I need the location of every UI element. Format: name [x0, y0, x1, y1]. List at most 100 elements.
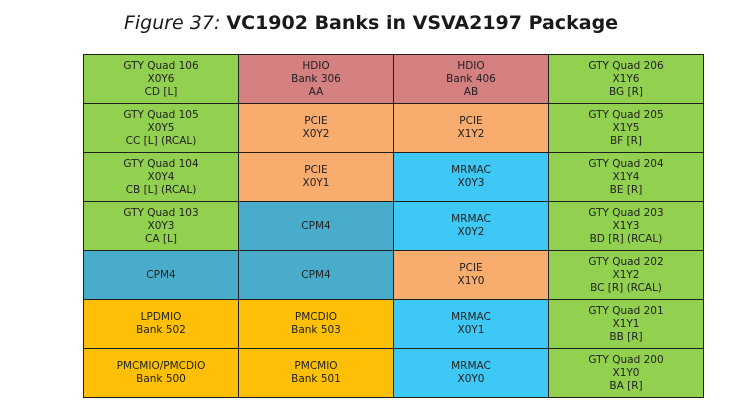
bank-cell-text: GTY Quad 202 [588, 255, 664, 268]
bank-cell-pcie: PCIE X0Y2 [238, 103, 394, 153]
bank-cell-gty: GTY Quad 203 X1Y3 BD [R] (RCAL) [548, 201, 704, 251]
bank-cell-text: HDIO [457, 59, 485, 72]
bank-cell-text: CB [L] (RCAL) [125, 183, 197, 196]
bank-cell-text: X1Y2 [612, 268, 640, 281]
bank-cell-text: Bank 502 [136, 324, 186, 336]
bank-cell-text: GTY Quad 105 [123, 108, 199, 121]
bank-cell-text: BC [R] (RCAL) [590, 281, 662, 294]
figure-number: Figure 37: [123, 12, 221, 34]
bank-cell-text: X1Y2 [457, 128, 485, 140]
bank-cell-cpm4: CPM4 [238, 201, 394, 251]
bank-cell-text: PCIE [304, 164, 328, 176]
bank-cell-cpm4: CPM4 [83, 250, 239, 300]
bank-cell-text: X1Y3 [612, 219, 640, 232]
bank-cell-gty: GTY Quad 105 X0Y5 CC [L] (RCAL) [83, 103, 239, 153]
bank-cell-text: X0Y0 [457, 373, 485, 385]
bank-row: GTY Quad 103 X0Y3 CA [L] CPM4 MRMAC X0Y2 GTY Q… [83, 201, 704, 251]
bank-cell-text: PCIE [304, 115, 328, 127]
bank-cell-text: Bank 501 [291, 373, 341, 385]
bank-cell-text: PCIE [459, 115, 483, 127]
bank-cell-text: X0Y3 [457, 177, 485, 189]
bank-cell-text: BA [R] [609, 379, 643, 392]
bank-cell-text: GTY Quad 106 [123, 59, 199, 72]
bank-cell-text: GTY Quad 200 [588, 353, 664, 366]
bank-cell-text: GTY Quad 203 [588, 206, 664, 219]
bank-cell-text: AA [308, 85, 324, 98]
bank-cell-text: PMCDIO [294, 311, 338, 323]
bank-row: CPM4 CPM4 PCIE X1Y0 GTY Quad 202 X1Y2 BC [R] (… [83, 250, 704, 300]
bank-cell-text: X0Y4 [147, 170, 175, 183]
bank-cell-text: X1Y1 [612, 317, 640, 330]
bank-cell-text: GTY Quad 206 [588, 59, 664, 72]
bank-cell-text: X0Y5 [147, 121, 175, 134]
bank-cell-text: X0Y3 [147, 219, 175, 232]
bank-cell-text: BF [R] [609, 134, 643, 147]
bank-cell-mrmac: MRMAC X0Y0 [393, 348, 549, 398]
bank-row: GTY Quad 106 X0Y6 CD [L] HDIO Bank 306 AA HDIO… [83, 54, 704, 104]
bank-row: LPDMIO Bank 502 PMCDIO Bank 503 MRMAC X0Y1 GTY… [83, 299, 704, 349]
bank-cell-gty: GTY Quad 206 X1Y6 BG [R] [548, 54, 704, 104]
bank-cell-text: GTY Quad 103 [123, 206, 199, 219]
bank-cell-text: GTY Quad 201 [588, 304, 664, 317]
bank-cell-text: X0Y1 [302, 177, 330, 189]
bank-cell-gty: GTY Quad 204 X1Y4 BE [R] [548, 152, 704, 202]
bank-cell-text: X0Y1 [457, 324, 485, 336]
figure-name: VC1902 Banks in VSVA2197 Package [226, 12, 619, 34]
bank-cell-gty: GTY Quad 205 X1Y5 BF [R] [548, 103, 704, 153]
bank-cell-text: BG [R] [609, 85, 643, 98]
bank-cell-text: CC [L] (RCAL) [125, 134, 197, 147]
bank-cell-gty: GTY Quad 104 X0Y4 CB [L] (RCAL) [83, 152, 239, 202]
bank-cell-hdio: HDIO Bank 306 AA [238, 54, 394, 104]
bank-cell-text: GTY Quad 205 [588, 108, 664, 121]
bank-cell-pmc: PMCMIO Bank 501 [238, 348, 394, 398]
bank-row: GTY Quad 105 X0Y5 CC [L] (RCAL) PCIE X0Y2 PCI… [83, 103, 704, 153]
bank-cell-text: AB [463, 85, 479, 98]
bank-cell-pcie: PCIE X1Y2 [393, 103, 549, 153]
bank-cell-text: X0Y2 [302, 128, 330, 140]
bank-cell-text: PMCMIO/PMCDIO [116, 360, 206, 372]
bank-cell-gty: GTY Quad 200 X1Y0 BA [R] [548, 348, 704, 398]
bank-cell-text: GTY Quad 104 [123, 157, 199, 170]
bank-cell-mrmac: MRMAC X0Y1 [393, 299, 549, 349]
bank-cell-text: CPM4 [301, 219, 331, 232]
bank-cell-text: CD [L] [144, 85, 178, 98]
bank-cell-text: BD [R] (RCAL) [589, 232, 663, 245]
bank-cell-gty: GTY Quad 202 X1Y2 BC [R] (RCAL) [548, 250, 704, 300]
bank-cell-gty: GTY Quad 106 X0Y6 CD [L] [83, 54, 239, 104]
bank-cell-cpm4: CPM4 [238, 250, 394, 300]
bank-cell-text: MRMAC [451, 164, 491, 176]
bank-cell-text: X1Y4 [612, 170, 640, 183]
bank-cell-text: Bank 306 [291, 72, 341, 85]
bank-cell-text: PMCMIO [294, 360, 338, 372]
bank-cell-pmc: PMCDIO Bank 503 [238, 299, 394, 349]
bank-cell-pmc: LPDMIO Bank 502 [83, 299, 239, 349]
bank-cell-text: LPDMIO [140, 311, 182, 323]
bank-cell-text: CPM4 [146, 268, 176, 281]
bank-row: PMCMIO/PMCDIO Bank 500 PMCMIO Bank 501 MRMAC… [83, 348, 704, 398]
bank-grid: GTY Quad 106 X0Y6 CD [L] HDIO Bank 306 AA HDIO… [83, 54, 704, 398]
bank-cell-text: MRMAC [451, 360, 491, 372]
bank-cell-text: X0Y2 [457, 226, 485, 238]
bank-cell-pmc: PMCMIO/PMCDIO Bank 500 [83, 348, 239, 398]
bank-cell-text: X1Y5 [612, 121, 640, 134]
bank-row: GTY Quad 104 X0Y4 CB [L] (RCAL) PCIE X0Y1 MRM… [83, 152, 704, 202]
bank-cell-text: MRMAC [451, 311, 491, 323]
bank-cell-text: BB [R] [609, 330, 643, 343]
bank-cell-text: MRMAC [451, 213, 491, 225]
bank-cell-text: Bank 500 [136, 373, 186, 385]
bank-cell-text: PCIE [459, 262, 483, 274]
bank-cell-hdio: HDIO Bank 406 AB [393, 54, 549, 104]
bank-cell-gty: GTY Quad 201 X1Y1 BB [R] [548, 299, 704, 349]
bank-cell-pcie: PCIE X0Y1 [238, 152, 394, 202]
bank-cell-text: X1Y6 [612, 72, 640, 85]
bank-cell-text: CPM4 [301, 268, 331, 281]
bank-cell-text: Bank 503 [291, 324, 341, 336]
bank-cell-text: Bank 406 [446, 72, 496, 85]
bank-cell-text: GTY Quad 204 [588, 157, 664, 170]
bank-cell-gty: GTY Quad 103 X0Y3 CA [L] [83, 201, 239, 251]
bank-cell-text: CA [L] [145, 232, 177, 245]
bank-cell-mrmac: MRMAC X0Y2 [393, 201, 549, 251]
bank-cell-text: HDIO [302, 59, 330, 72]
bank-cell-text: X1Y0 [457, 275, 485, 287]
bank-cell-text: X1Y0 [612, 366, 640, 379]
